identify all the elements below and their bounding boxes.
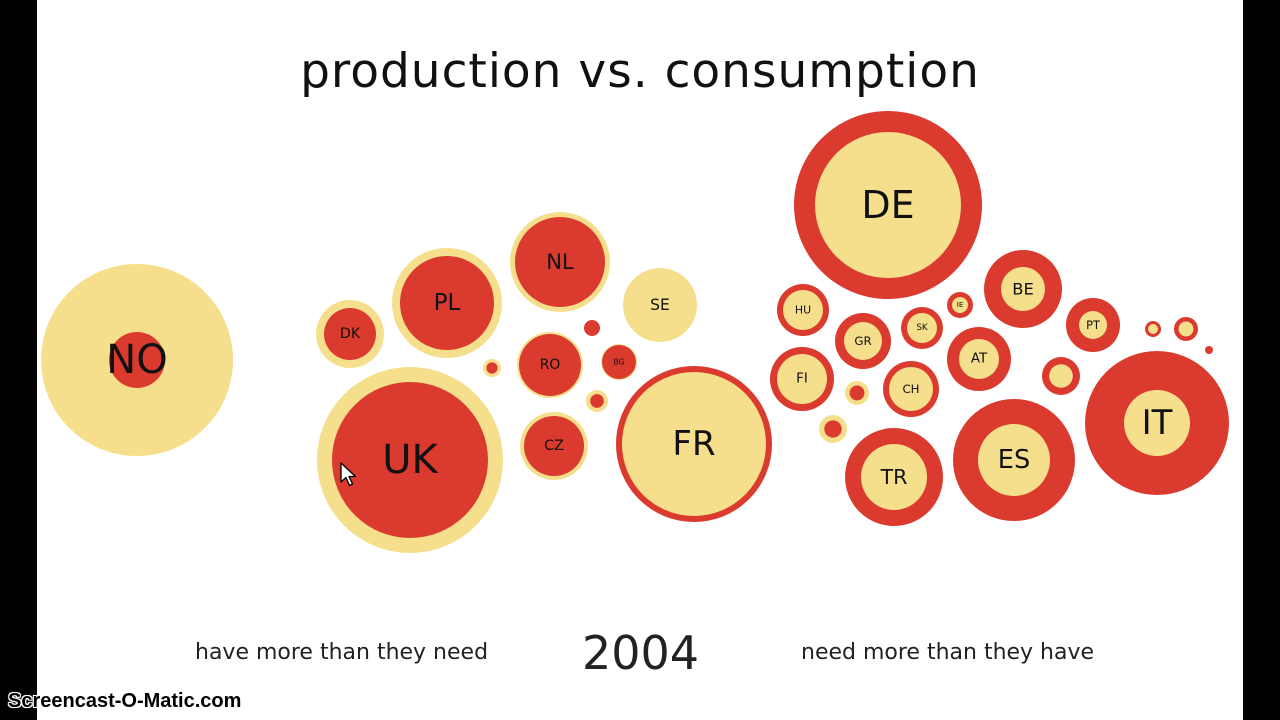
bubble-label-tr: TR xyxy=(880,465,908,489)
bubble-label-pl: PL xyxy=(434,290,461,316)
bubble-label-se: SE xyxy=(650,296,670,314)
bubble-be[interactable]: BE xyxy=(984,250,1062,328)
small-bubble-inner xyxy=(849,385,865,401)
mouse-cursor-icon xyxy=(340,462,357,487)
bubble-es[interactable]: ES xyxy=(953,399,1075,521)
small-bubble-outer xyxy=(1205,346,1213,354)
bubble-label-hu: HU xyxy=(795,304,811,317)
bubble-fr[interactable]: FR xyxy=(616,366,772,522)
bubble-pl[interactable]: PL xyxy=(392,248,502,358)
bubble-label-dk: DK xyxy=(340,326,361,342)
bubble-ie[interactable]: IE xyxy=(947,292,973,318)
bubble-label-bg: BG xyxy=(614,358,625,367)
screencast-watermark: Screencast-O-Matic.com xyxy=(8,690,242,712)
bubble-outer-se xyxy=(623,268,697,342)
small-bubble-inner xyxy=(1049,364,1073,388)
bubble-it[interactable]: IT xyxy=(1085,351,1229,495)
bubble-inner-fi xyxy=(777,354,827,404)
bubble-chart: NO DK PL NL SE RO BG CZ UK FR DE BE PT HU GR SK AT FI CH IE… xyxy=(41,111,1229,553)
bubble-se[interactable]: SE xyxy=(623,268,697,342)
bubble-inner-bg xyxy=(602,345,636,379)
bubble-dk[interactable]: DK xyxy=(316,300,384,368)
bubble-label-no: NO xyxy=(106,337,167,383)
bubble-inner-ro xyxy=(519,334,581,396)
bubble-inner-pt xyxy=(1079,311,1107,339)
bubble-bg[interactable]: BG xyxy=(601,344,637,380)
bubble-inner-ch xyxy=(889,367,933,411)
bubble-label-at: AT xyxy=(971,352,988,367)
bubble-inner-es xyxy=(978,424,1050,496)
bubble-at[interactable]: AT xyxy=(947,327,1011,391)
bubble-hu[interactable]: HU xyxy=(777,284,829,336)
bubble-inner-ie xyxy=(952,297,968,313)
bubble-fi[interactable]: FI xyxy=(770,347,834,411)
small-bubble-inner xyxy=(1148,324,1158,334)
right-group-caption: need more than they have xyxy=(801,640,1095,665)
bubble-inner-fr xyxy=(622,372,766,516)
chart-title: production vs. consumption xyxy=(300,44,980,99)
bubble-no[interactable]: NO xyxy=(41,264,233,456)
bubble-inner-de xyxy=(815,132,961,278)
bubble-label-pt: PT xyxy=(1086,318,1100,332)
bubble-uk[interactable]: UK xyxy=(317,367,503,553)
bubble-inner-pl xyxy=(400,256,494,350)
bubble-inner-tr xyxy=(861,444,927,510)
small-bubble-inner xyxy=(824,420,842,438)
bubble-inner-at xyxy=(959,339,999,379)
small-bubble-inner xyxy=(486,362,498,374)
bubble-de[interactable]: DE xyxy=(794,111,982,299)
bubble-inner-gr xyxy=(844,322,882,360)
small-bubble-inner xyxy=(590,394,604,408)
bubble-label-es: ES xyxy=(998,445,1030,475)
bubble-label-fi: FI xyxy=(796,372,808,387)
small-bubble-outer xyxy=(584,320,600,336)
bubble-label-ch: CH xyxy=(902,382,919,396)
bubble-inner-hu xyxy=(783,290,823,330)
bubble-label-uk: UK xyxy=(382,437,439,483)
visualization-stage: NO DK PL NL SE RO BG CZ UK FR DE BE PT HU GR SK AT FI CH IE… xyxy=(37,0,1243,720)
bubble-label-it: IT xyxy=(1142,403,1173,443)
bubble-inner-nl xyxy=(515,217,605,307)
bubble-label-be: BE xyxy=(1012,280,1034,299)
bubble-cz[interactable]: CZ xyxy=(520,412,588,480)
bubble-nl[interactable]: NL xyxy=(510,212,610,312)
bubble-label-fr: FR xyxy=(672,424,715,464)
bubble-label-sk: SK xyxy=(916,323,928,333)
bubble-ro[interactable]: RO xyxy=(517,332,583,398)
bubble-label-ie: IE xyxy=(957,301,964,309)
bubble-label-de: DE xyxy=(861,183,914,227)
bubble-inner-no xyxy=(109,332,165,388)
bubble-ch[interactable]: CH xyxy=(883,361,939,417)
year-label[interactable]: 2004 xyxy=(582,626,700,680)
bubble-tr[interactable]: TR xyxy=(845,428,943,526)
bubble-inner-dk xyxy=(324,308,376,360)
small-bubble-inner xyxy=(1178,321,1194,337)
bubble-label-nl: NL xyxy=(546,250,574,274)
left-group-caption: have more than they need xyxy=(195,640,489,665)
bubble-label-cz: CZ xyxy=(544,438,564,454)
bubble-inner-uk xyxy=(332,382,488,538)
bubble-label-gr: GR xyxy=(854,334,871,348)
bubble-inner-sk xyxy=(907,313,937,343)
bubble-inner-it xyxy=(1124,390,1190,456)
bubble-gr[interactable]: GR xyxy=(835,313,891,369)
bubble-sk[interactable]: SK xyxy=(901,307,943,349)
bubble-inner-be xyxy=(1001,267,1045,311)
bubble-label-ro: RO xyxy=(540,357,561,373)
bubble-inner-cz xyxy=(524,416,584,476)
bubble-pt[interactable]: PT xyxy=(1066,298,1120,352)
